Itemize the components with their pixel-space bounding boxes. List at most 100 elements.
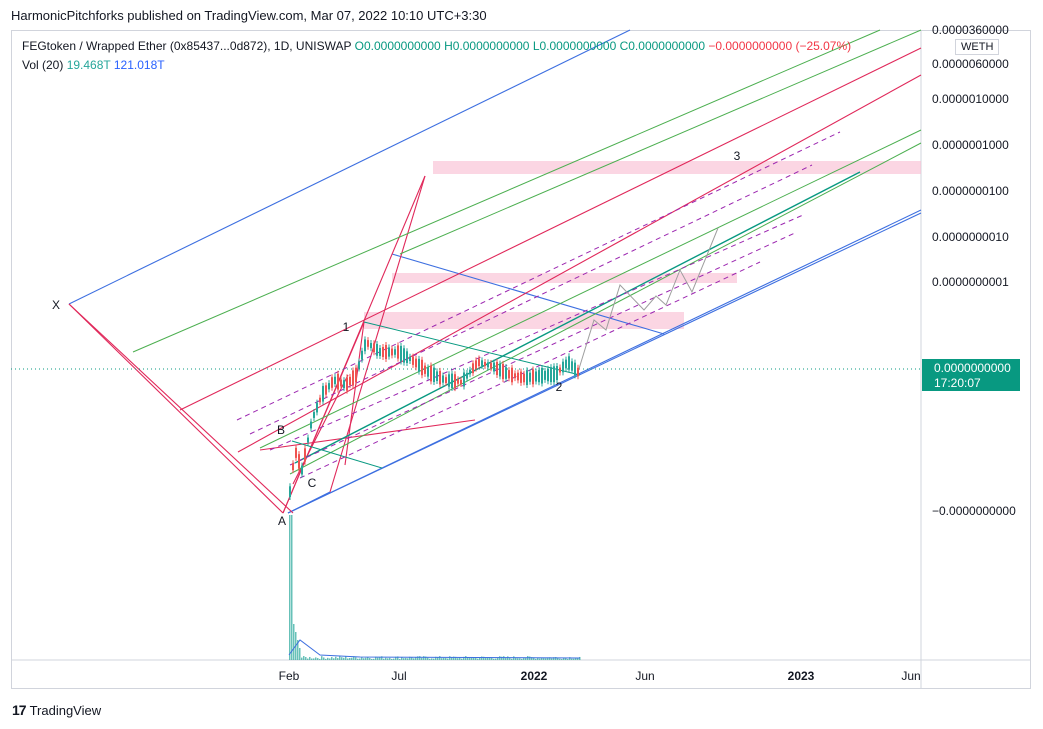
candle-body [472, 363, 474, 374]
volume-bar [551, 658, 553, 660]
volume-bar [481, 656, 483, 660]
volume-bar [355, 657, 357, 660]
volume-bar [423, 656, 425, 660]
candle-body [541, 367, 543, 384]
change-value: −0.0000000000 (−25.07%) [708, 39, 852, 53]
volume-bar [463, 656, 465, 660]
volume-bar [517, 658, 519, 660]
pattern-point-label: 1 [343, 320, 350, 334]
volume-bar [393, 658, 395, 660]
candle-body [538, 370, 540, 383]
x-tick-label: 2023 [788, 669, 815, 683]
candle-body [469, 369, 471, 375]
candle-body [373, 343, 375, 353]
volume-bar [565, 657, 567, 660]
candle-body [412, 356, 414, 365]
volume-bar [439, 656, 441, 660]
volume-bar [537, 657, 539, 660]
candle-body [496, 361, 498, 376]
green-pitchfork [132, 29, 922, 475]
volume-bar [323, 657, 325, 660]
volume-bar [427, 657, 429, 660]
volume-ma-value: 121.018T [113, 58, 165, 72]
candle-body [502, 363, 504, 380]
volume-bar [327, 657, 329, 660]
volume-bar [525, 657, 527, 660]
volume-bar [377, 657, 379, 660]
pattern-labels: X A B C 1 2 3 [52, 149, 741, 528]
volume-bar [403, 658, 405, 660]
open-value: O0.0000000000 [354, 39, 441, 53]
volume-bar [575, 658, 577, 660]
candle-body [571, 361, 573, 371]
candle-body [364, 339, 366, 352]
volume-bar [379, 657, 381, 660]
volume-bar [523, 657, 525, 660]
candle-body [556, 366, 558, 380]
volume-bar [577, 657, 579, 660]
x-tick-label: 2022 [521, 669, 548, 683]
chart-frame[interactable] [11, 30, 1031, 689]
candle-body [334, 376, 336, 385]
candle-body [565, 359, 567, 369]
y-tick-label: 0.0000000001 [932, 275, 1009, 289]
low-value: L0.0000000000 [532, 39, 617, 53]
candle-body [322, 385, 324, 402]
volume-bar [547, 657, 549, 660]
volume-bar [457, 658, 459, 660]
candle-body [379, 348, 381, 356]
volume-bar [485, 657, 487, 660]
symbol-name[interactable]: FEGtoken / Wrapped Ether (0x85437...0d87… [22, 39, 352, 53]
candle-body [484, 361, 486, 367]
volume-bar [459, 657, 461, 660]
volume-bar [435, 656, 437, 660]
candle-body [403, 348, 405, 363]
volume-bar [363, 658, 365, 660]
candle-body [421, 359, 423, 376]
candle-body [550, 367, 552, 383]
y-tick-label: 0.0000010000 [932, 92, 1009, 106]
volume-bar [539, 658, 541, 660]
volume-label[interactable]: Vol (20) [22, 58, 64, 72]
volume-bar [353, 656, 355, 660]
volume-bar [461, 658, 463, 660]
volume-bar [389, 657, 391, 660]
candle-series [289, 336, 579, 501]
volume-bar [505, 657, 507, 660]
volume-bar [417, 656, 419, 660]
volume-bar [309, 656, 311, 660]
price-scale-divider [11, 30, 1031, 689]
last-price-badge: 0.0000000000 17:20:07 [922, 359, 1020, 391]
close-value: C0.0000000000 [619, 39, 706, 53]
candle-body [553, 366, 555, 383]
volume-bar [321, 656, 323, 660]
volume-bar [559, 658, 561, 660]
x-tick-label: Jun [901, 669, 920, 683]
candle-body [511, 367, 513, 383]
volume-bar [545, 658, 547, 660]
volume-bar [339, 656, 341, 660]
quote-currency-badge[interactable]: WETH [955, 39, 1000, 55]
candle-body [481, 360, 483, 366]
volume-bar [359, 658, 361, 660]
volume-bar [361, 657, 363, 660]
pattern-point-label: B [277, 423, 285, 437]
candle-body [316, 402, 318, 413]
volume-bar [569, 657, 571, 660]
candle-body [298, 454, 300, 469]
volume-bar [397, 656, 399, 660]
volume-bar [351, 657, 353, 660]
y-tick-label: 0.0000000010 [932, 230, 1009, 244]
volume-bar [373, 658, 375, 660]
candle-body [307, 437, 309, 443]
symbol-legend: FEGtoken / Wrapped Ether (0x85437...0d87… [22, 39, 851, 53]
volume-bar [291, 515, 293, 660]
candle-body [394, 349, 396, 355]
volume-bar [549, 657, 551, 660]
volume-bar [571, 658, 573, 660]
tradingview-brand[interactable]: 17 TradingView [12, 702, 101, 718]
volume-bar [337, 658, 339, 660]
volume-bar [467, 657, 469, 660]
candle-body [529, 372, 531, 382]
